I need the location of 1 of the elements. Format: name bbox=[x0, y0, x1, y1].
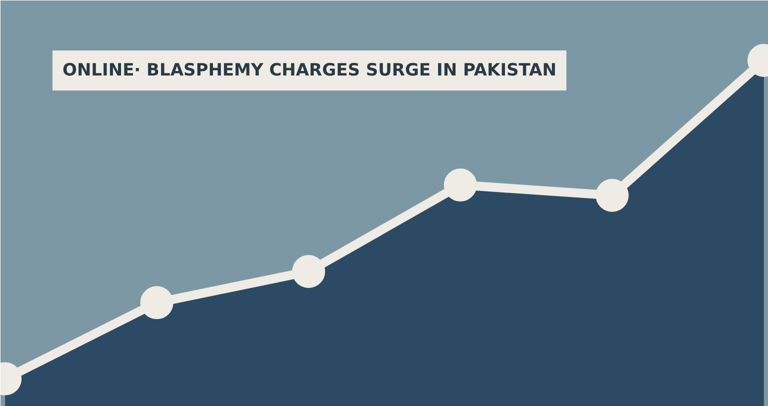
chart-title: ONLINE· BLASPHEMY CHARGES SURGE IN PAKISTAN bbox=[62, 60, 556, 80]
